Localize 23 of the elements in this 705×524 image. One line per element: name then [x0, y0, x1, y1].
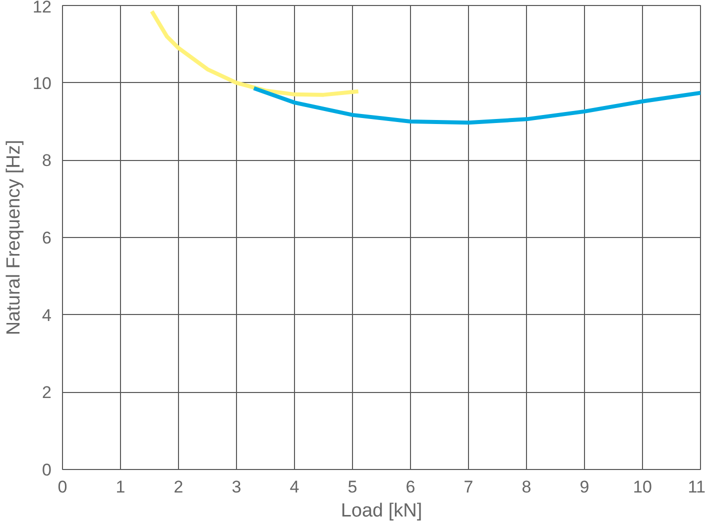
- y-tick-label: 10: [32, 74, 52, 93]
- x-tick-label: 10: [633, 478, 652, 496]
- x-tick-label: 0: [58, 478, 68, 496]
- x-tick-label: 4: [290, 478, 300, 496]
- x-axis-title: Load [kN]: [340, 500, 422, 522]
- y-axis-title: Natural Frequency [Hz]: [4, 140, 25, 336]
- x-tick-label: 7: [464, 478, 474, 496]
- y-tick-label: 12: [32, 0, 52, 16]
- y-tick-label: 2: [42, 383, 52, 402]
- x-tick-label: 1: [116, 478, 126, 496]
- x-tick-label: 5: [348, 478, 358, 496]
- x-tick-label: 3: [232, 478, 242, 496]
- y-tick-label: 8: [42, 151, 52, 170]
- x-tick-label: 11: [688, 478, 705, 496]
- line-series: [252, 86, 700, 125]
- line-series: [150, 9, 360, 97]
- y-tick-label: 6: [42, 228, 52, 248]
- y-tick-label: 4: [42, 306, 52, 325]
- x-tick-label: 8: [522, 478, 532, 496]
- x-tick-label: 6: [406, 478, 416, 496]
- y-tick-label: 0: [42, 460, 52, 480]
- x-tick-label: 9: [580, 478, 590, 496]
- x-tick-label: 2: [174, 478, 184, 496]
